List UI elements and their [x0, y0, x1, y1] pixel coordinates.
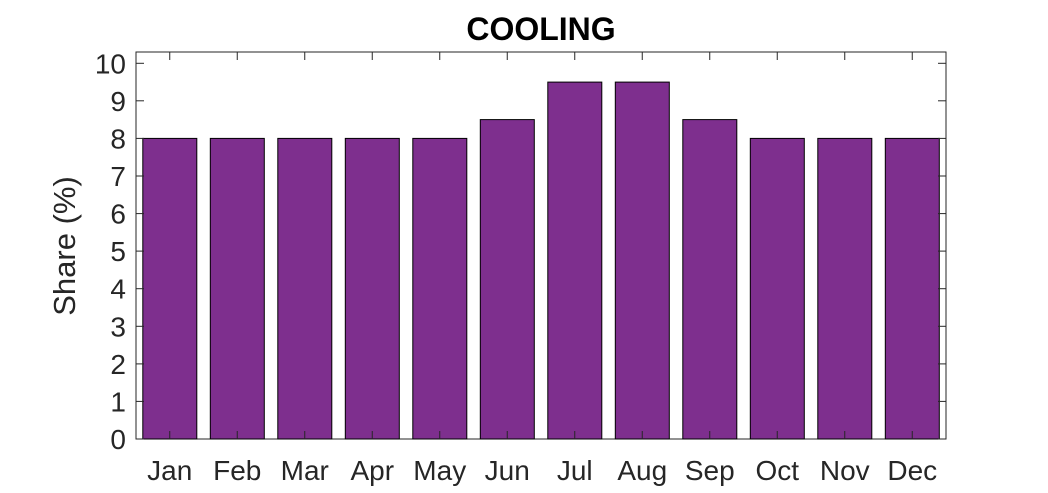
x-tick-label: Mar [281, 455, 329, 486]
x-tick-label: Dec [887, 455, 937, 486]
y-tick-label: 3 [110, 311, 126, 342]
x-tick-label: Sep [685, 455, 735, 486]
chart-title: COOLING [466, 11, 615, 47]
x-tick-label: Nov [820, 455, 870, 486]
bar-series [142, 81, 940, 440]
bar-jun [479, 119, 535, 440]
bar-dec [884, 137, 940, 440]
bar-mar [277, 137, 333, 440]
bar-may [412, 137, 468, 440]
x-tick-label: Jan [147, 455, 192, 486]
x-tick-label: Jun [485, 455, 530, 486]
plot-area: 0 1 2 3 4 5 6 7 8 9 10 Jan Feb Mar Apr May Jun Jul Aug Sep… [95, 48, 947, 486]
y-tick-label: 1 [110, 386, 126, 417]
bar-feb [209, 137, 265, 440]
x-tick-label: Jul [557, 455, 593, 486]
y-tick-label: 8 [110, 123, 126, 154]
bar-apr [344, 137, 400, 440]
y-tick-label: 4 [110, 274, 126, 305]
y-tick-label: 0 [110, 424, 126, 455]
x-tick-label: Oct [755, 455, 799, 486]
bar-aug [614, 81, 670, 440]
y-tick-label: 6 [110, 199, 126, 230]
y-axis-ticks: 0 1 2 3 4 5 6 7 8 9 10 [95, 48, 946, 455]
x-tick-label: Apr [350, 455, 394, 486]
x-tick-label: May [413, 455, 466, 486]
y-tick-label: 2 [110, 349, 126, 380]
bar-nov [817, 137, 873, 440]
y-tick-label: 5 [110, 236, 126, 267]
x-tick-label: Aug [617, 455, 667, 486]
bar-jan [142, 137, 198, 440]
bar-jul [547, 81, 603, 440]
x-axis-ticks: Jan Feb Mar Apr May Jun Jul Aug Sep Oct Nov Dec [147, 52, 937, 486]
y-tick-label: 9 [110, 86, 126, 117]
bar-sep [682, 119, 738, 440]
plot-frame [135, 51, 947, 440]
x-tick-label: Feb [213, 455, 261, 486]
bar-oct [749, 137, 805, 440]
y-axis-label: Share (%) [47, 176, 82, 316]
y-tick-label: 10 [95, 48, 126, 79]
y-tick-label: 7 [110, 161, 126, 192]
